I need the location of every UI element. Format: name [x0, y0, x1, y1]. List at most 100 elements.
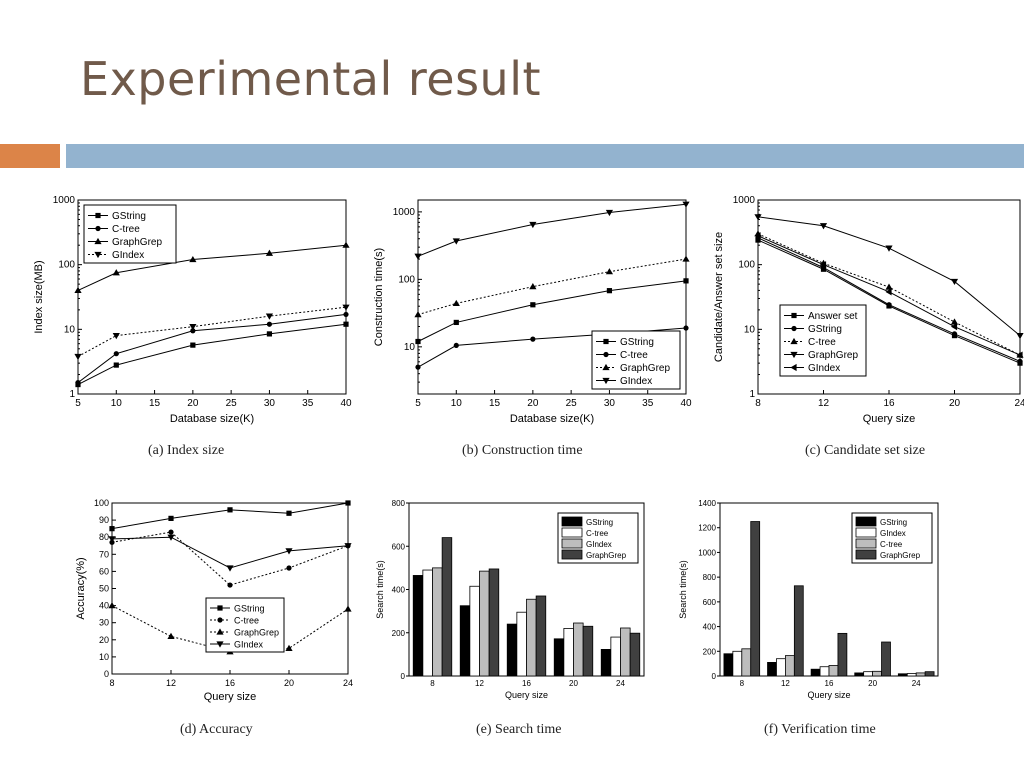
- data-point: [885, 288, 892, 296]
- data-point: [682, 201, 690, 208]
- legend-marker: [791, 325, 797, 332]
- data-point: [343, 321, 349, 327]
- y-axis-label: Search time(s): [678, 560, 688, 619]
- x-tick-label: 24: [1014, 398, 1024, 409]
- y-tick-label: 800: [392, 499, 406, 508]
- bar: [810, 668, 821, 677]
- x-axis-label: Query size: [505, 690, 548, 700]
- data-point: [108, 536, 116, 543]
- x-tick-label: 20: [569, 679, 578, 688]
- x-tick-label: 24: [343, 678, 353, 688]
- data-point: [189, 255, 197, 263]
- data-point: [415, 338, 421, 345]
- data-point: [530, 302, 536, 308]
- y-tick-label: 100: [58, 260, 75, 271]
- x-tick-label: 8: [109, 678, 114, 688]
- x-tick-label: 35: [302, 398, 314, 409]
- data-point: [453, 319, 459, 326]
- x-tick-label: 30: [264, 398, 276, 409]
- chart-accuracy: 8 12 16 20 24 0 10 20 30 40 50 60 70 80 90 100 Query siz…: [75, 498, 353, 703]
- legend-marker: [602, 363, 610, 371]
- y-tick-label: 100: [398, 274, 415, 285]
- legend-label: GIndex: [808, 363, 840, 374]
- data-point: [168, 515, 174, 521]
- series-line: [77, 313, 347, 384]
- y-tick-label: 1: [69, 389, 75, 400]
- bar: [828, 665, 839, 677]
- legend-label: Answer set: [808, 311, 858, 322]
- bar: [573, 622, 584, 677]
- legend-marker: [603, 351, 609, 358]
- y-axis-label: Construction time(s): [373, 248, 385, 346]
- bar: [412, 575, 424, 677]
- data-point: [885, 245, 893, 252]
- y-tick-label: 600: [703, 598, 717, 607]
- bar: [488, 568, 500, 677]
- x-tick-label: 12: [166, 678, 176, 688]
- y-tick-label: 0: [401, 672, 406, 681]
- y-tick-label: 1400: [698, 499, 716, 508]
- data-point: [754, 232, 761, 240]
- legend-marker: [790, 351, 798, 359]
- data-point: [74, 353, 82, 361]
- bar: [897, 673, 908, 677]
- legend-label: GraphGrep: [880, 551, 921, 560]
- bar: [516, 611, 527, 677]
- y-axis-label: Search time(s): [375, 560, 385, 619]
- x-tick-label: 40: [340, 398, 352, 409]
- data-point: [951, 331, 958, 337]
- y-tick-label: 1000: [393, 207, 416, 218]
- bar: [767, 662, 777, 677]
- legend-marker: [791, 312, 797, 319]
- data-point: [344, 543, 352, 550]
- y-axis-label: Index size(MB): [33, 260, 45, 333]
- y-tick-label: 100: [738, 260, 755, 271]
- x-tick-label: 20: [949, 398, 961, 409]
- caption-index-size: (a) Index size: [148, 443, 225, 458]
- x-tick-label: 25: [566, 398, 578, 409]
- bar: [526, 598, 537, 677]
- legend-label: GString: [234, 604, 265, 614]
- x-tick-label: 30: [604, 398, 616, 409]
- data-point: [345, 500, 351, 506]
- y-axis-label: Candidate/Answer set size: [713, 232, 725, 362]
- plot-frame: [417, 199, 687, 395]
- data-point: [266, 321, 273, 327]
- legend-swatch: [561, 516, 583, 527]
- x-tick-label: 25: [226, 398, 238, 409]
- y-tick-label: 1200: [698, 524, 716, 533]
- y-tick-label: 1: [749, 389, 755, 400]
- data-point: [530, 336, 536, 342]
- legend-label: GIndex: [620, 376, 652, 387]
- x-tick-label: 15: [149, 398, 161, 409]
- data-point: [285, 644, 293, 651]
- legend: Answer set GString C-tree GraphGrep GIndex: [779, 304, 867, 377]
- x-tick-label: 35: [642, 398, 654, 409]
- x-tick-label: 10: [451, 398, 463, 409]
- x-axis-label: Database size(K): [510, 413, 594, 425]
- data-point: [1016, 351, 1023, 359]
- slide-title: Experimental result: [80, 52, 542, 106]
- x-tick-label: 40: [680, 398, 692, 409]
- legend-marker: [603, 338, 609, 345]
- chart-verification-time: 0 200 400 600 800 1000 1200 1400 8 12 16 20 24 Query …: [678, 499, 939, 700]
- bar: [422, 569, 433, 677]
- y-tick-label: 0: [712, 672, 717, 681]
- y-tick-label: 60: [99, 566, 109, 576]
- y-tick-label: 90: [99, 515, 109, 525]
- x-tick-label: 10: [111, 398, 123, 409]
- legend-label: GString: [112, 211, 146, 222]
- legend-label: GString: [586, 518, 613, 527]
- data-point: [1017, 358, 1023, 364]
- data-point: [529, 283, 537, 290]
- chart-search-time: 0 200 400 600 800 8 12 16 20 24 Query size Search t…: [375, 499, 645, 700]
- data-point: [754, 214, 762, 221]
- series-line: [77, 306, 347, 357]
- legend-marker: [216, 641, 224, 648]
- legend-label: C-tree: [112, 224, 140, 235]
- data-point: [227, 507, 233, 513]
- legend-swatch: [855, 538, 877, 549]
- data-point: [414, 311, 422, 318]
- data-point: [167, 632, 175, 639]
- chart-construction-time: 5 10 15 20 25 30 35 40 10 100 1000 Database size(K)…: [373, 199, 692, 425]
